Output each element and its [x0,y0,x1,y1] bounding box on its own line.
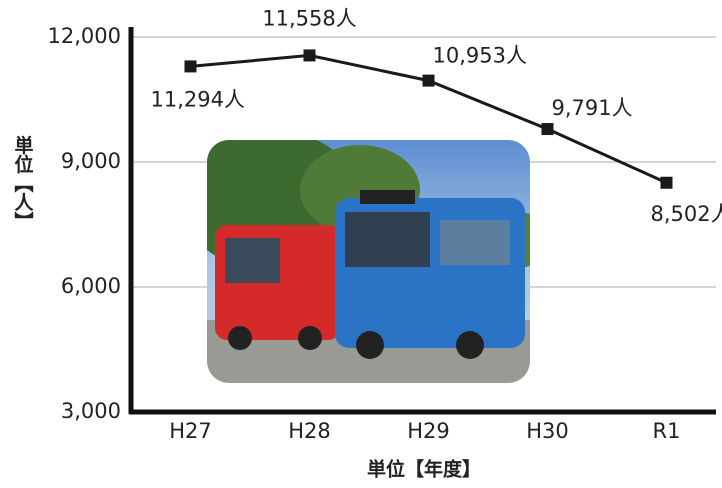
y-tick-label: 6,000 [61,274,121,298]
y-tick-label: 3,000 [61,399,121,423]
y-axis-title: 単位【人】 [12,134,34,230]
value-label: 8,502人 [651,202,722,226]
data-point [184,60,197,73]
data-point [422,74,435,87]
data-point [660,176,673,189]
value-label: 11,558人 [262,6,356,30]
value-label: 11,294人 [151,87,245,111]
value-label: 10,953人 [433,44,527,68]
bus-photo [207,140,530,383]
x-tick-label: H28 [288,419,331,443]
data-point [541,123,554,136]
y-tick-label: 9,000 [61,149,121,173]
x-tick-label: H27 [169,419,212,443]
x-axis-title: 単位【年度】 [367,458,481,481]
y-tick-label: 12,000 [48,24,121,48]
x-tick-label: R1 [653,419,681,443]
x-tick-label: H29 [407,419,450,443]
data-point [303,49,316,62]
x-tick-label: H30 [526,419,569,443]
value-label: 9,791人 [552,96,633,120]
